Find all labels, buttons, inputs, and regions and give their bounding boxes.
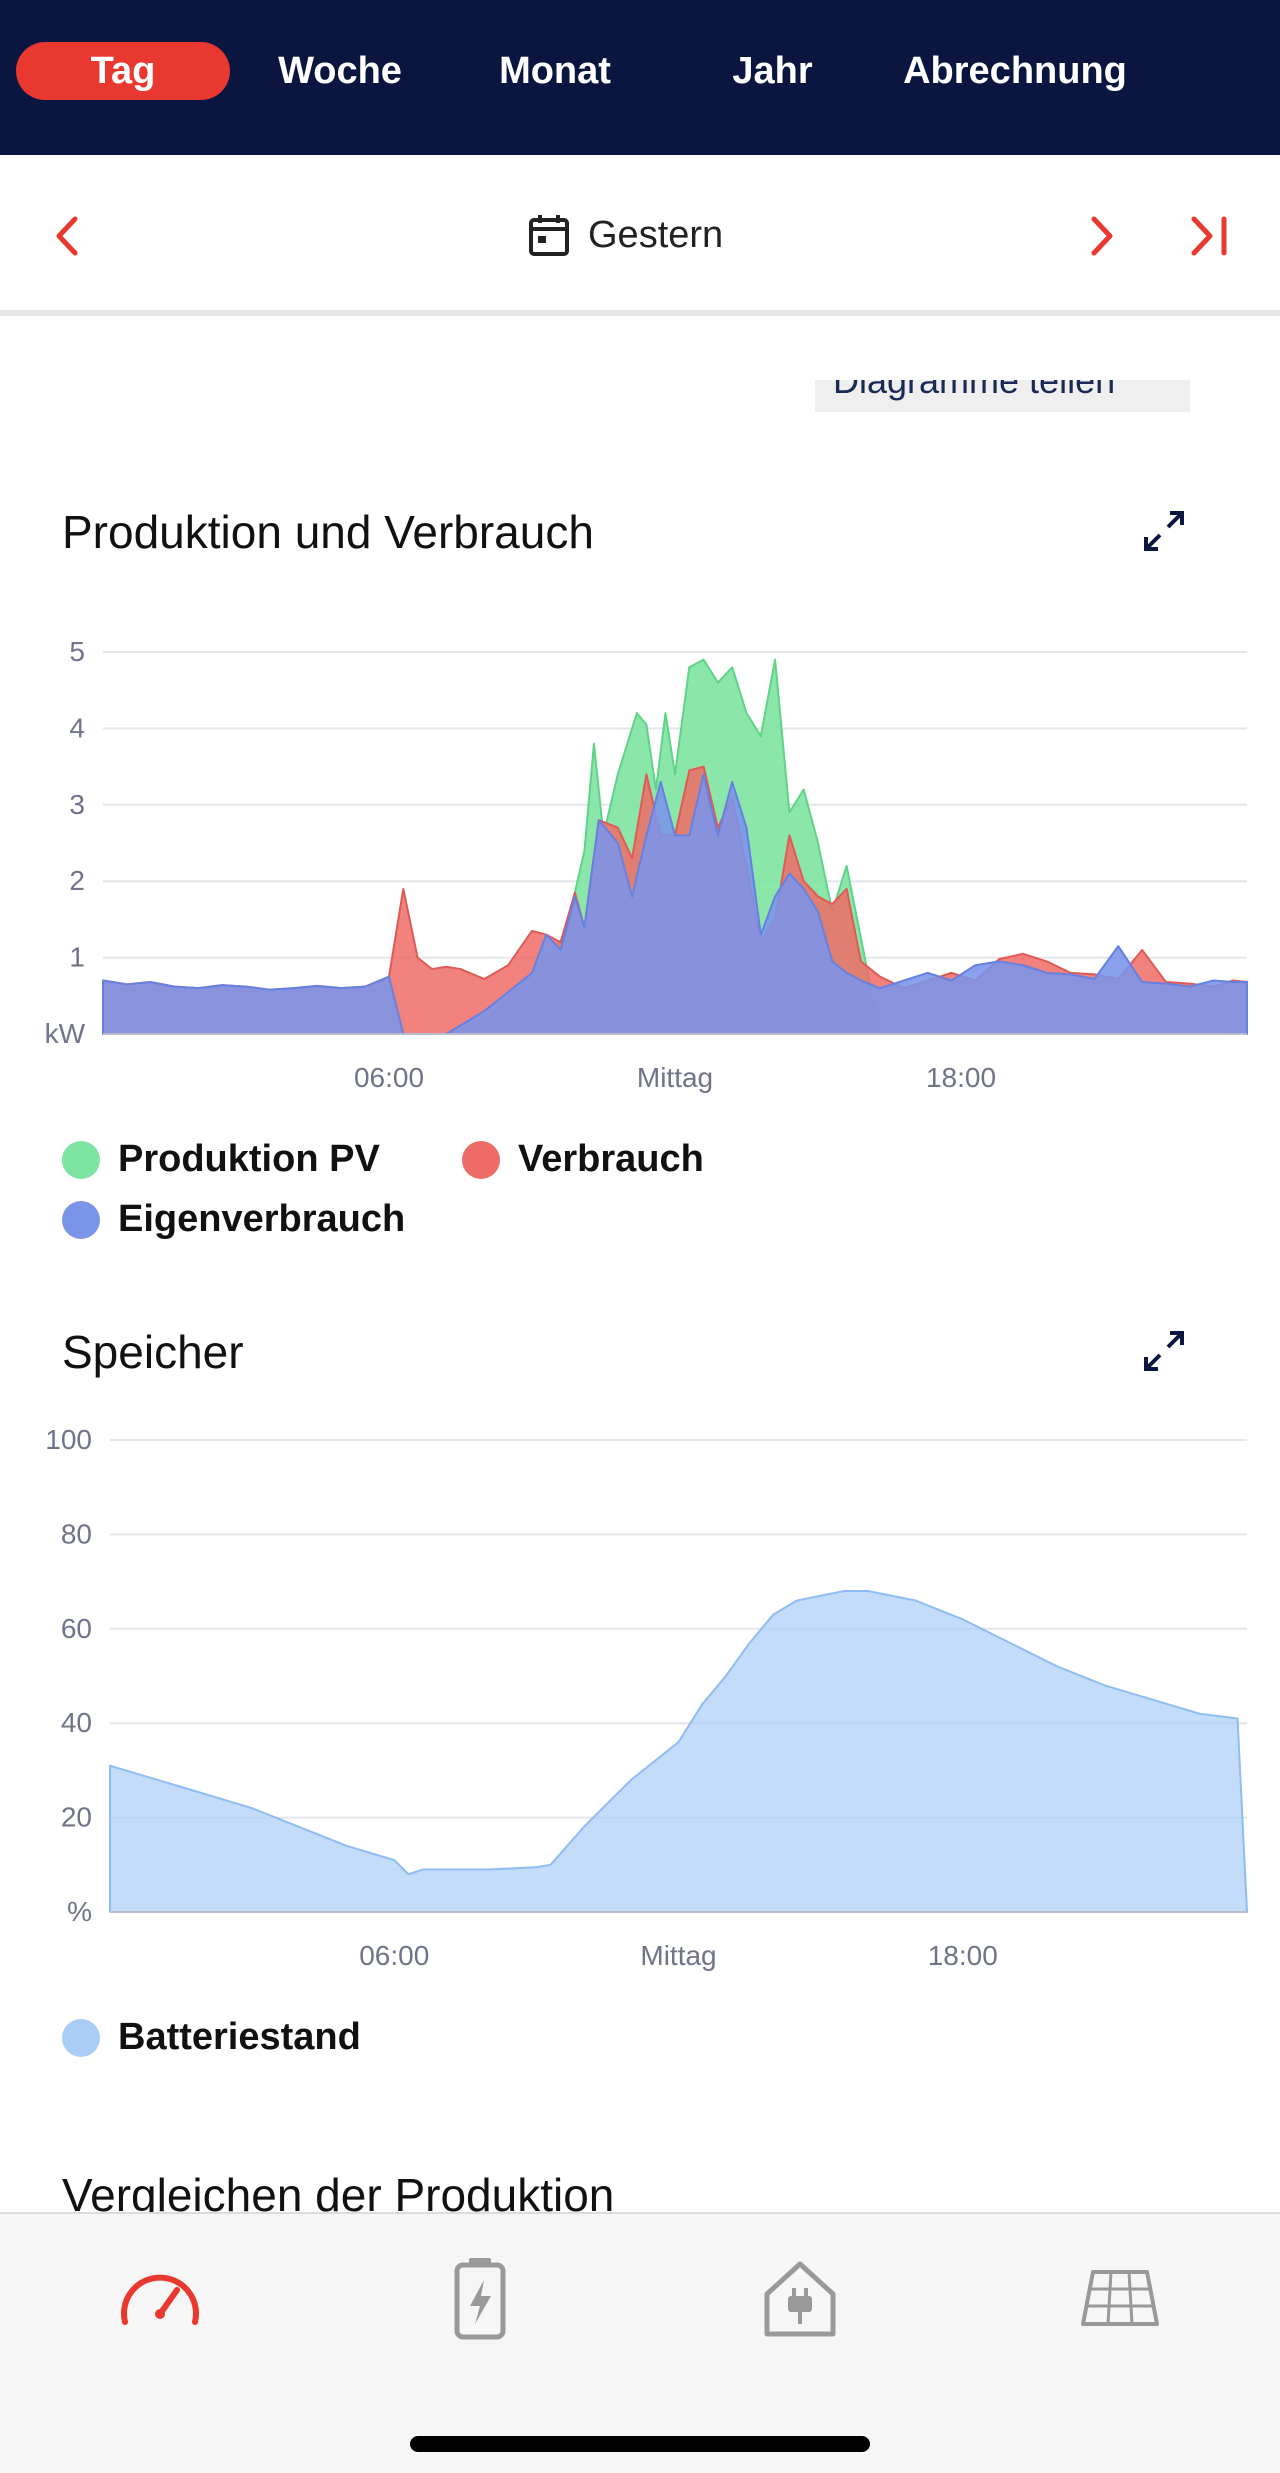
x-tick-label: Mittag	[637, 1062, 713, 1093]
y-tick-label: 2	[69, 865, 85, 896]
storage-chart: 20 40 60 80 100% 06:00 Mittag 18:00	[45, 1424, 1248, 1971]
share-charts-label: Diagramme teilen	[833, 380, 1116, 401]
share-charts-button[interactable]: Diagramme teilen	[815, 380, 1190, 412]
tab-day[interactable]: Tag	[16, 42, 230, 100]
pv-swatch	[62, 1140, 100, 1179]
speedometer-icon	[121, 2274, 199, 2325]
series-area	[109, 1590, 1248, 1913]
y-tick-label: 1	[69, 942, 85, 973]
y-tick-label: 80	[61, 1518, 92, 1549]
x-tick-label: Mittag	[640, 1940, 716, 1971]
x-tick-label: 18:00	[928, 1940, 998, 1971]
y-tick-label: 100	[45, 1424, 92, 1455]
x-tick-label: 06:00	[359, 1940, 429, 1971]
nav-dashboard[interactable]	[115, 2254, 205, 2344]
consumption-swatch	[462, 1140, 500, 1179]
nav-home-consumption[interactable]	[755, 2254, 845, 2344]
solar-panel-icon	[1081, 2270, 1159, 2326]
nav-solar[interactable]	[1075, 2254, 1165, 2344]
legend-self-consumption[interactable]: Eigenverbrauch	[62, 1198, 405, 1241]
y-tick-label: 3	[69, 789, 85, 820]
tab-month[interactable]: Monat	[499, 50, 611, 92]
bottom-navigation	[0, 2212, 1280, 2473]
series-area	[102, 773, 1248, 1035]
y-tick-label: 5	[69, 636, 85, 667]
storage-section-title: Speicher	[62, 1326, 244, 1378]
house-plug-icon	[764, 2261, 836, 2337]
y-tick-label: 4	[69, 712, 85, 743]
chevron-left-icon	[56, 216, 78, 256]
expand-production-button[interactable]	[1140, 507, 1188, 555]
legend-pv-label: Produktion PV	[118, 1138, 380, 1180]
legend-consumption[interactable]: Verbrauch	[462, 1138, 704, 1181]
production-section-title: Produktion und Verbrauch	[62, 506, 594, 558]
expand-icon	[1144, 511, 1184, 551]
battery-icon	[454, 2258, 506, 2340]
nav-battery[interactable]	[435, 2254, 525, 2344]
last-day-button[interactable]	[1185, 211, 1235, 261]
legend-battery[interactable]: Batteriestand	[62, 2016, 361, 2059]
y-tick-label: 40	[61, 1707, 92, 1738]
y-tick-label: 60	[61, 1613, 92, 1644]
period-tab-bar: Tag Woche Monat Jahr Abrechnung	[0, 0, 1280, 155]
legend-self-consumption-label: Eigenverbrauch	[118, 1198, 406, 1240]
y-axis-unit: %	[67, 1896, 92, 1927]
legend-pv[interactable]: Produktion PV	[62, 1138, 380, 1181]
chevron-right-icon	[1091, 216, 1113, 256]
home-indicator	[410, 2436, 870, 2452]
tab-week[interactable]: Woche	[278, 50, 402, 92]
self-consumption-swatch	[62, 1200, 100, 1239]
y-tick-label: 20	[61, 1802, 92, 1833]
x-tick-label: 06:00	[354, 1062, 424, 1093]
previous-day-button[interactable]	[44, 211, 94, 261]
expand-storage-button[interactable]	[1140, 1327, 1188, 1375]
calendar-icon	[529, 215, 569, 256]
x-tick-label: 18:00	[926, 1062, 996, 1093]
battery-swatch	[62, 2018, 100, 2057]
expand-icon	[1144, 1331, 1184, 1371]
date-navigation: Gestern	[0, 155, 1280, 316]
tab-year[interactable]: Jahr	[732, 50, 813, 92]
legend-consumption-label: Verbrauch	[518, 1138, 704, 1180]
production-chart: 1 2 3 4 5 kW 06:00 Mittag 18:00	[45, 636, 1248, 1093]
date-picker[interactable]: Gestern	[528, 210, 723, 260]
tab-billing[interactable]: Abrechnung	[903, 50, 1127, 92]
date-label: Gestern	[588, 213, 724, 256]
y-axis-unit: kW	[45, 1018, 86, 1049]
next-day-button[interactable]	[1075, 211, 1125, 261]
legend-battery-label: Batteriestand	[118, 2016, 361, 2058]
chevron-last-icon	[1191, 216, 1227, 256]
